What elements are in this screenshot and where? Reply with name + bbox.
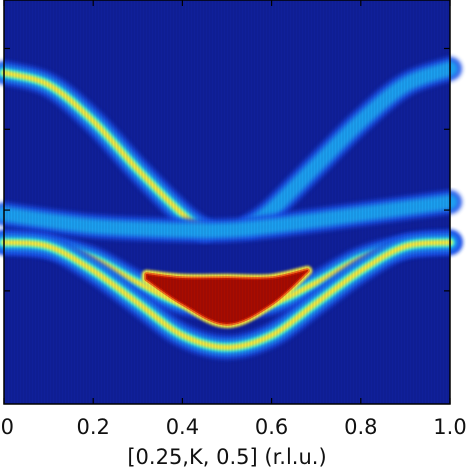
x-axis-label: [0.25,K, 0.5] (r.l.u.) xyxy=(127,445,326,469)
band-2-layer-2 xyxy=(241,61,458,234)
x-tick-label: .0 xyxy=(0,415,14,439)
plot-frame xyxy=(3,0,451,405)
x-tick-label: 0.6 xyxy=(255,415,288,439)
band-5-layer-4 xyxy=(1,239,453,350)
band-1-layer-4 xyxy=(1,70,208,233)
band-3-layer-2 xyxy=(0,194,458,239)
x-tick-label: 0.4 xyxy=(166,415,199,439)
x-tick-label: 0.8 xyxy=(344,415,377,439)
ticks-layer: .0 0.2 0.4 0.6 0.8 1.0 xyxy=(0,0,467,439)
x-tick-label: 0.2 xyxy=(76,415,109,439)
x-tick-label: 1.0 xyxy=(433,415,466,439)
hot-region-core xyxy=(145,269,309,324)
bands-layer xyxy=(0,0,462,404)
